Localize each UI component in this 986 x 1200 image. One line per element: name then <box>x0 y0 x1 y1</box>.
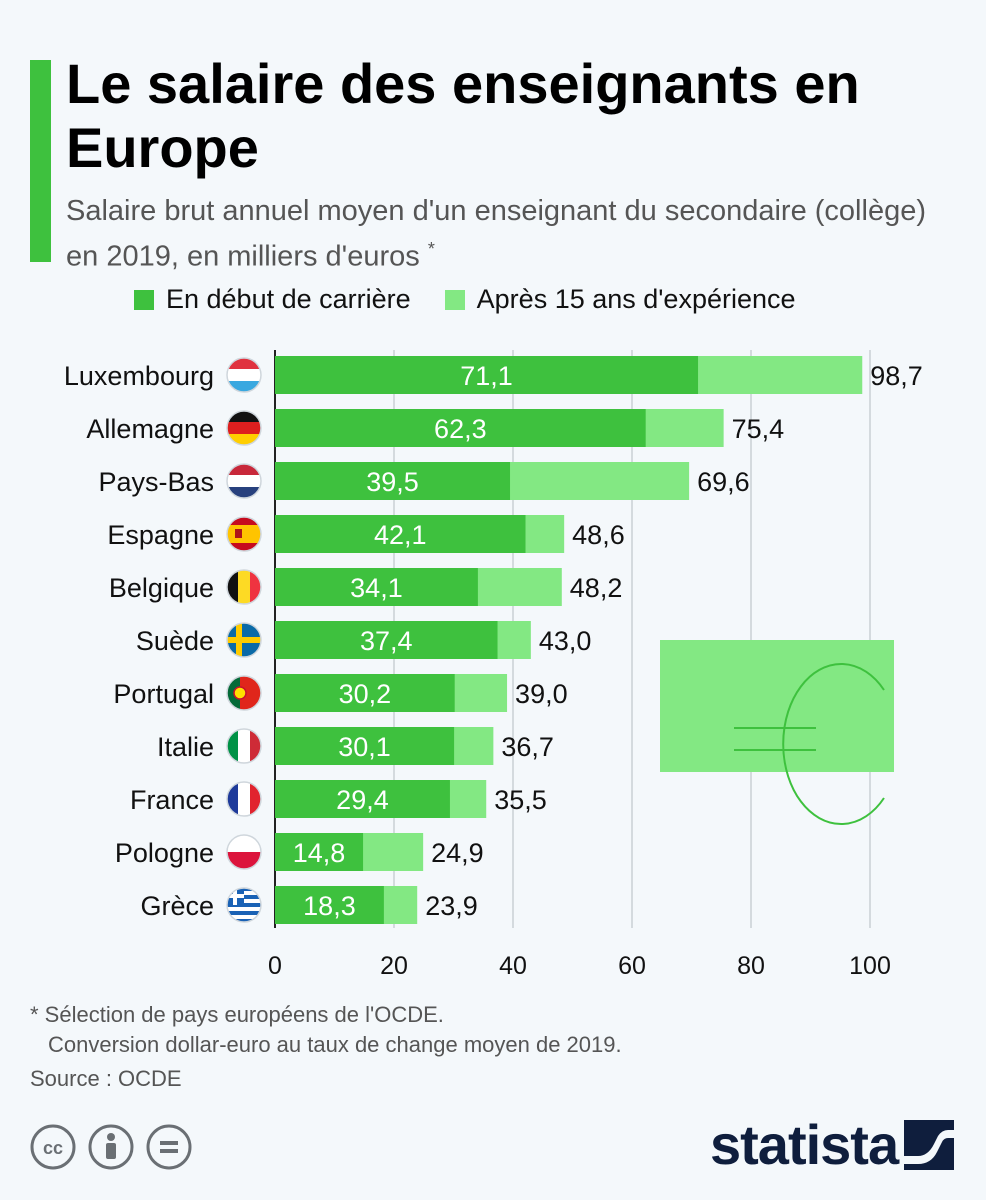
bar-after15-label: 75,4 <box>732 414 785 444</box>
greece-flag-icon <box>226 887 262 923</box>
bar-after15-label: 24,9 <box>431 838 484 868</box>
x-tick-label: 60 <box>618 952 646 980</box>
bar-after15-label: 35,5 <box>494 785 547 815</box>
bar-start-label: 39,5 <box>366 467 419 497</box>
svg-text:cc: cc <box>43 1138 63 1158</box>
bar-start-label: 29,4 <box>336 785 389 815</box>
bar-start <box>275 674 455 712</box>
source-note: Source : OCDE <box>30 1066 182 1091</box>
subtitle-asterisk: * <box>427 239 435 259</box>
bar-start-label: 71,1 <box>460 361 513 391</box>
subtitle-text: Salaire brut annuel moyen d'un enseignan… <box>66 195 926 273</box>
x-tick-label: 40 <box>499 952 527 980</box>
footnote: * Sélection de pays européens de l'OCDE.… <box>30 1000 622 1060</box>
brand-wordmark: statista <box>710 1113 899 1176</box>
bar-start <box>275 515 526 553</box>
portugal-flag-icon <box>226 675 262 711</box>
bar-after15-label: 48,6 <box>572 520 625 550</box>
spain-flag-icon <box>226 516 262 552</box>
x-tick-label: 20 <box>380 952 408 980</box>
poland-flag-icon <box>226 834 262 870</box>
bar-start-label: 14,8 <box>293 838 346 868</box>
bar-start-label: 18,3 <box>303 891 356 921</box>
bar-after15-label: 43,0 <box>539 626 592 656</box>
bar-start <box>275 886 384 924</box>
attribution-icon[interactable] <box>88 1124 134 1170</box>
category-label: France <box>130 785 214 815</box>
bar-start <box>275 462 511 500</box>
creative-commons-icon[interactable]: cc <box>30 1124 76 1170</box>
legend-swatch-start <box>134 289 154 310</box>
category-label: Belgique <box>109 573 214 603</box>
title-accent-bar <box>30 60 51 262</box>
bar-start-label: 62,3 <box>434 414 487 444</box>
legend-label-after15: Après 15 ans d'expérience <box>476 284 796 314</box>
bar-start-label: 34,1 <box>350 573 403 603</box>
x-tick-label: 0 <box>268 952 282 980</box>
chart-legend: En début de carrière Après 15 ans d'expé… <box>134 284 830 315</box>
category-label: Espagne <box>107 520 214 550</box>
netherlands-flag-icon <box>226 463 262 499</box>
category-label: Luxembourg <box>64 361 214 391</box>
bar-start <box>275 409 646 447</box>
license-icons: cc <box>30 1124 204 1170</box>
bar-start-label: 42,1 <box>374 520 427 550</box>
category-label: Pologne <box>115 838 214 868</box>
statista-logo[interactable]: statista <box>710 1112 955 1177</box>
bar-start <box>275 621 498 659</box>
bar-start-label: 30,2 <box>339 679 392 709</box>
category-label: Grèce <box>140 891 214 921</box>
category-label: Portugal <box>113 679 214 709</box>
bar-start-label: 37,4 <box>360 626 413 656</box>
bar-start <box>275 833 364 871</box>
bar-after15-label: 48,2 <box>570 573 623 603</box>
belgium-flag-icon <box>226 569 262 605</box>
legend-item-start: En début de carrière <box>134 284 411 315</box>
x-tick-label: 80 <box>737 952 765 980</box>
bar-after15-label: 39,0 <box>515 679 568 709</box>
sweden-flag-icon <box>226 622 262 658</box>
bar-after15-label: 98,7 <box>870 361 923 391</box>
legend-swatch-after15 <box>444 289 465 310</box>
category-label: Pays-Bas <box>98 467 214 497</box>
category-label: Suède <box>136 626 214 656</box>
x-tick-label: 100 <box>849 952 891 980</box>
luxembourg-flag-icon <box>226 357 262 393</box>
statista-mark-icon <box>904 1119 955 1170</box>
no-derivatives-icon[interactable] <box>146 1124 192 1170</box>
italy-flag-icon <box>226 728 262 764</box>
bar-start <box>275 568 478 606</box>
bar-after15-label: 69,6 <box>697 467 750 497</box>
footnote-line-2: Conversion dollar-euro au taux de change… <box>48 1032 622 1057</box>
germany-flag-icon <box>226 410 262 446</box>
footnote-line-1: * Sélection de pays européens de l'OCDE. <box>30 1002 444 1027</box>
bar-start <box>275 780 450 818</box>
bar-chart: 0 20 40 60 80 100 71,1 98,7 Luxembourg 62,3 75,4 Al… <box>64 350 923 980</box>
subtitle: Salaire brut annuel moyen d'un enseignan… <box>66 192 946 276</box>
france-flag-icon <box>226 781 262 817</box>
category-label: Italie <box>157 732 214 762</box>
bar-after15-label: 23,9 <box>425 891 478 921</box>
legend-label-start: En début de carrière <box>166 284 411 314</box>
page-title: Le salaire des enseignants en Europe <box>66 52 860 179</box>
euro-icon <box>660 640 894 825</box>
bar-after15-label: 36,7 <box>501 732 554 762</box>
bar-start <box>275 727 455 765</box>
bar-start-label: 30,1 <box>338 732 391 762</box>
legend-item-after15: Après 15 ans d'expérience <box>444 284 796 315</box>
category-label: Allemagne <box>86 414 214 444</box>
bar-start <box>275 356 699 394</box>
